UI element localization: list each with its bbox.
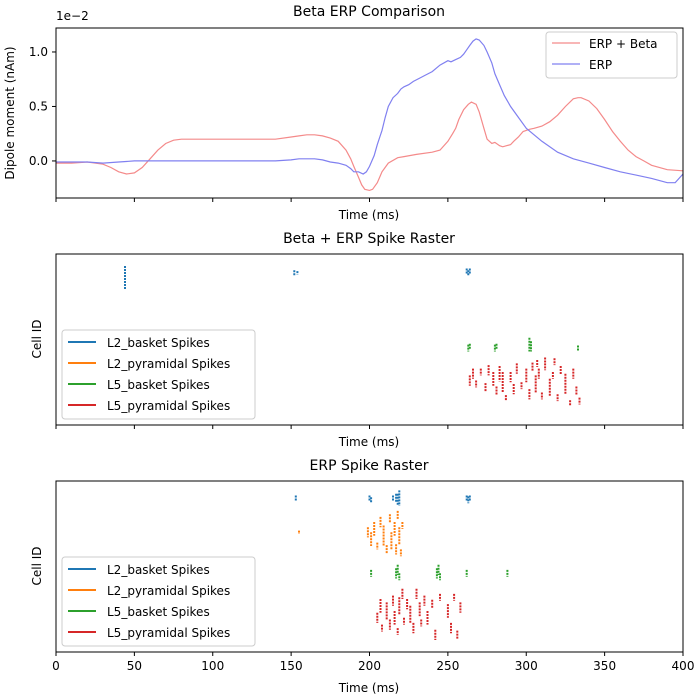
- chart-title: Beta ERP Comparison: [293, 4, 445, 20]
- x-ticks: [55, 198, 684, 202]
- legend-label-l5-basket: L5_basket Spikes: [107, 378, 210, 392]
- plot-area: [294, 490, 509, 640]
- legend-label-l5-basket: L5_basket Spikes: [107, 605, 210, 619]
- series-line-erp-beta: [56, 97, 684, 192]
- y-tick-label: 0.0: [29, 154, 48, 168]
- y-axis-label: Cell ID: [30, 319, 44, 358]
- erp-comparison-chart: Beta ERP Comparison 1e−2 0.0 0.5 1.0 Time …: [3, 4, 684, 222]
- plot-area: [124, 266, 581, 406]
- legend: L2_basket Spikes L2_pyramidal Spikes L5_…: [61, 329, 256, 420]
- chart-title: ERP Spike Raster: [310, 458, 429, 474]
- x-tick-label: 400: [672, 659, 695, 673]
- legend-label-l2-pyramidal: L2_pyramidal Spikes: [107, 584, 230, 598]
- legend-label-l2-pyramidal: L2_pyramidal Spikes: [107, 357, 230, 371]
- x-tick-label: 50: [127, 659, 142, 673]
- legend-label-erp-beta: ERP + Beta: [589, 37, 658, 51]
- x-tick-label: 100: [201, 659, 224, 673]
- x-ticks: 0 50 100 150 200 250 300 350 400: [52, 652, 694, 673]
- x-axis-label: Time (ms): [338, 435, 400, 449]
- legend-label-l5-pyramidal: L5_pyramidal Spikes: [107, 399, 230, 413]
- y-axis-label: Dipole moment (nAm): [3, 46, 17, 179]
- legend: ERP + Beta ERP: [545, 31, 678, 79]
- x-axis-label: Time (ms): [338, 208, 400, 222]
- plot-area: [56, 38, 684, 192]
- x-tick-label: 200: [358, 659, 381, 673]
- y-scale-label: 1e−2: [56, 9, 89, 23]
- series-line-erp: [56, 38, 684, 184]
- x-axis-label: Time (ms): [338, 681, 400, 695]
- x-tick-label: 350: [593, 659, 616, 673]
- y-tick-label: 0.5: [29, 99, 48, 113]
- legend-frame: [61, 329, 256, 420]
- y-tick-label: 1.0: [29, 45, 48, 59]
- legend-frame: [61, 556, 256, 647]
- legend-label-l2-basket: L2_basket Spikes: [107, 336, 210, 350]
- legend-label-l5-pyramidal: L5_pyramidal Spikes: [107, 626, 230, 640]
- x-tick-label: 0: [52, 659, 60, 673]
- x-tick-label: 300: [515, 659, 538, 673]
- legend-label-l2-basket: L2_basket Spikes: [107, 563, 210, 577]
- y-ticks: 0.0 0.5 1.0: [29, 45, 56, 168]
- chart-title: Beta + ERP Spike Raster: [283, 231, 455, 247]
- y-axis-label: Cell ID: [30, 546, 44, 585]
- legend: L2_basket Spikes L2_pyramidal Spikes L5_…: [61, 556, 256, 647]
- erp-raster: ERP Spike Raster 0 50 100 150 200 250 300 350 40…: [30, 458, 694, 695]
- x-ticks: [55, 425, 684, 429]
- x-tick-label: 250: [436, 659, 459, 673]
- beta-erp-raster: Beta + ERP Spike Raster Time (ms) Cell I…: [30, 231, 684, 449]
- x-tick-label: 150: [280, 659, 303, 673]
- legend-label-erp: ERP: [589, 58, 612, 72]
